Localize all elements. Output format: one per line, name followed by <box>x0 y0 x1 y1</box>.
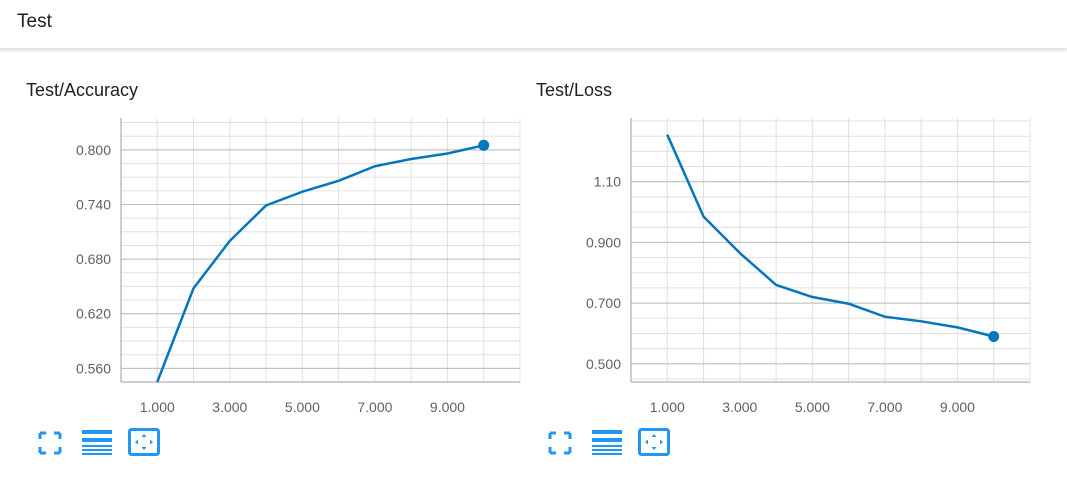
x-tick-label: 1.000 <box>140 399 175 415</box>
y-tick-label: 0.800 <box>76 142 111 158</box>
toggle-data-table-button[interactable] <box>592 428 626 458</box>
y-tick-label: 1.10 <box>594 174 621 190</box>
y-tick-label: 0.620 <box>76 306 111 322</box>
y-tick-label: 0.900 <box>586 234 621 250</box>
fit-domain-icon <box>128 428 160 456</box>
fullscreen-button[interactable] <box>548 428 582 458</box>
fit-domain-button[interactable] <box>128 428 162 458</box>
loss-chart: 0.500 0.700 0.900 1.10 1.000 3.000 5.000 7.000 9… <box>586 118 1031 415</box>
grid <box>120 118 521 383</box>
data-table-icon <box>82 430 112 455</box>
x-tick-label: 7.000 <box>867 399 902 415</box>
section-title: Test <box>17 11 52 32</box>
x-tick-label: 5.000 <box>285 399 320 415</box>
last-point-marker <box>988 330 1000 342</box>
x-tick-label: 1.000 <box>650 399 685 415</box>
accuracy-chart: 0.560 0.620 0.680 0.740 0.800 1.000 3.000 5.000… <box>76 118 521 415</box>
x-tick-label: 3.000 <box>722 399 757 415</box>
x-tick-label: 3.000 <box>212 399 247 415</box>
fullscreen-icon <box>38 431 62 455</box>
y-tick-label: 0.500 <box>586 356 621 372</box>
data-table-icon <box>592 430 622 455</box>
x-tick-label: 9.000 <box>430 399 465 415</box>
fit-domain-button[interactable] <box>638 428 672 458</box>
last-point-marker <box>478 139 490 151</box>
y-tick-label: 0.560 <box>76 360 111 376</box>
y-tick-label: 0.700 <box>586 295 621 311</box>
y-tick-label: 0.680 <box>76 251 111 267</box>
toggle-data-table-button[interactable] <box>82 428 116 458</box>
series-line <box>156 144 485 383</box>
loss-chart-card: Test/Loss 0.500 0.700 0.900 1.10 1.000 3.000 5… <box>536 70 1036 470</box>
x-tick-label: 5.000 <box>795 399 830 415</box>
x-tick-label: 9.000 <box>940 399 975 415</box>
fit-domain-icon <box>638 428 670 456</box>
fullscreen-button[interactable] <box>38 428 72 458</box>
x-tick-label: 7.000 <box>357 399 392 415</box>
fullscreen-icon <box>548 431 572 455</box>
series-line <box>666 134 995 338</box>
header-bar: Test <box>0 0 1067 49</box>
chart-title: Test/Loss <box>536 80 613 100</box>
chart-title: Test/Accuracy <box>26 80 139 100</box>
accuracy-chart-card: Test/Accuracy 0.560 0.620 0.680 0.740 0.800 1… <box>26 70 526 470</box>
y-tick-label: 0.740 <box>76 196 111 212</box>
grid <box>630 118 1031 382</box>
